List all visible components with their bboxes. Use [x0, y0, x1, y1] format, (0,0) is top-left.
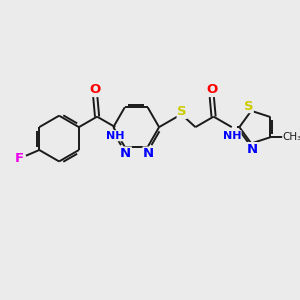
- Text: NH: NH: [223, 131, 241, 141]
- Text: N: N: [143, 147, 154, 160]
- Text: O: O: [90, 83, 101, 96]
- Text: O: O: [206, 83, 217, 96]
- Text: N: N: [247, 143, 258, 156]
- Text: CH₃: CH₃: [283, 132, 300, 142]
- Text: N: N: [120, 147, 131, 160]
- Text: S: S: [244, 100, 253, 112]
- Text: F: F: [15, 152, 24, 165]
- Text: NH: NH: [106, 131, 124, 141]
- Text: S: S: [177, 105, 187, 119]
